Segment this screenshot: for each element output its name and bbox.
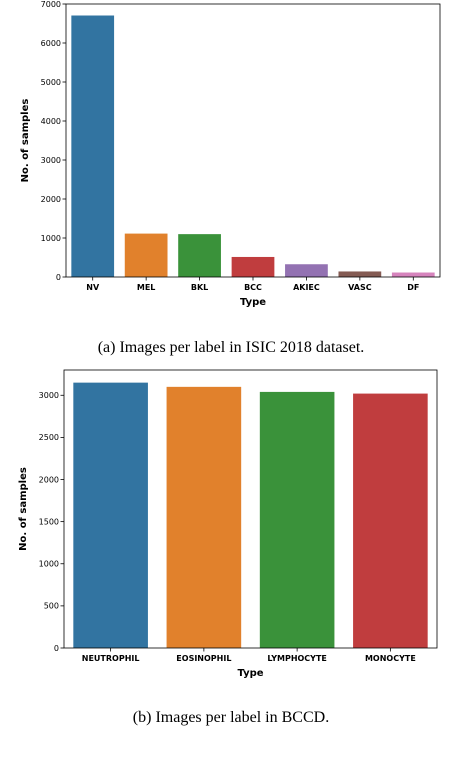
x-tick-label-eosinophil: EOSINOPHIL [176,654,231,663]
y-tick-label: 6000 [41,39,61,48]
bar-vasc [338,271,382,277]
y-tick-label: 2000 [41,195,61,204]
bar-neutrophil [73,382,148,648]
y-tick-label: 0 [54,644,59,653]
bar-nv [71,15,115,277]
y-tick-label: 1000 [41,234,61,243]
y-tick-label: 1500 [39,517,59,526]
y-tick-label: 1000 [39,560,59,569]
caption-b: (b) Images per label in BCCD. [133,709,329,726]
x-tick-label-vasc: VASC [348,283,372,292]
caption-a: (a) Images per label in ISIC 2018 datase… [98,339,365,356]
x-tick-label-neutrophil: NEUTROPHIL [82,654,140,663]
y-tick-label: 5000 [41,78,61,87]
y-tick-label: 3000 [39,391,59,400]
bar-akiec [285,264,328,277]
y-tick-label: 7000 [41,0,61,9]
x-tick-label-df: DF [407,283,419,292]
y-tick-label: 3000 [41,156,61,165]
chart-bccd: 0 500 1000 1500 2000 2500 3000 NEUTROPHIL EOSINO… [18,369,438,679]
x-axis-label: Type [240,297,266,308]
x-axis-label: Type [237,668,263,679]
chart-isic-2018: 0 1000 2000 3000 4000 5000 6000 7000 NV MEL BKL BCC… [20,0,441,308]
x-tick-label-nv: NV [86,283,100,292]
y-axis-label: No. of samples [18,467,29,551]
y-tick-label: 2000 [39,475,59,484]
y-axis-label: No. of samples [20,99,31,183]
x-tick-label-bkl: BKL [191,283,208,292]
y-tick-label: 500 [44,602,59,611]
y-tick-label: 4000 [41,117,61,126]
bar-mel [124,233,168,277]
bar-monocyte [353,393,428,648]
plot-frame [63,369,438,649]
bar-bkl [178,234,221,277]
bar-df [391,272,435,277]
bar-eosinophil [166,386,242,648]
x-tick-label-mel: MEL [137,283,156,292]
plot-frame [65,3,441,278]
y-tick-label: 0 [56,273,61,282]
y-tick-label: 2500 [39,433,59,442]
x-tick-label-monocyte: MONOCYTE [365,654,416,663]
x-tick-label-bcc: BCC [244,283,262,292]
x-tick-label-akiec: AKIEC [293,283,320,292]
bar-bcc [231,256,275,277]
bar-lymphocyte [259,391,335,648]
x-tick-label-lymphocyte: LYMPHOCYTE [267,654,327,663]
